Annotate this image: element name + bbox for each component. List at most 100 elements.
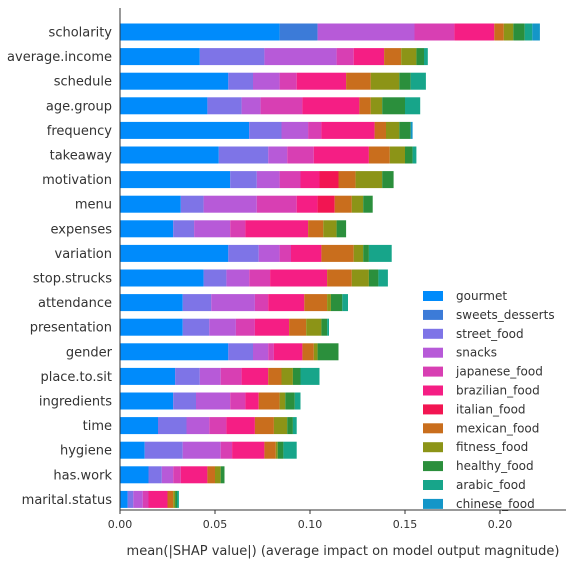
bar-segment-mexican-food-4 <box>374 121 386 139</box>
bar-segment-brazilian-food-2 <box>296 72 347 90</box>
legend-swatch-mexican-food <box>423 423 443 434</box>
bar-segment-brazilian-food-15 <box>245 392 259 410</box>
legend-swatch-japanese-food <box>423 366 443 377</box>
bar-segment-japanese-food-4 <box>308 121 322 139</box>
legend-label-street-food: street_food <box>456 327 524 341</box>
bar-segment-japanese-food-18 <box>173 466 181 484</box>
bar-segment-gourmet-11 <box>120 294 183 312</box>
bar-segment-fitness-food-6 <box>355 171 383 189</box>
legend-swatch-street-food <box>423 328 443 339</box>
bar-segment-fitness-food-19 <box>173 490 176 508</box>
bar-segment-snacks-17 <box>182 441 221 459</box>
category-label-age-group: age.group <box>46 99 112 114</box>
bar-segment-street-food-18 <box>148 466 162 484</box>
bar-segment-japanese-food-8 <box>230 220 246 238</box>
bar-segment-healthy-food-1 <box>416 48 424 66</box>
bar-segment-snacks-3 <box>241 97 261 115</box>
bar-segment-street-food-1 <box>199 48 265 66</box>
bar-segment-gourmet-2 <box>120 72 229 90</box>
bar-segment-mexican-food-5 <box>368 146 390 164</box>
bar-segment-fitness-food-16 <box>273 417 288 435</box>
bar-segment-gourmet-0 <box>120 23 280 41</box>
legend-swatch-fitness-food <box>423 442 443 453</box>
category-label-average-income: average.income <box>7 50 112 65</box>
bar-segment-snacks-12 <box>209 318 236 336</box>
bar-segment-street-food-4 <box>249 121 282 139</box>
bar-segment-snacks-13 <box>253 343 269 361</box>
category-label-marital-status: marital.status <box>22 493 113 508</box>
bar-segment-street-food-10 <box>203 269 227 287</box>
bar-segment-gourmet-8 <box>120 220 174 238</box>
x-tick-label-4: 0.20 <box>488 518 513 531</box>
bar-segment-brazilian-food-14 <box>241 367 269 385</box>
bar-segment-fitness-food-1 <box>401 48 417 66</box>
bar-segment-gourmet-10 <box>120 269 204 287</box>
category-label-motivation: motivation <box>42 173 112 188</box>
legend-swatch-healthy-food <box>423 461 443 472</box>
bar-segment-arabic-food-0 <box>524 23 533 41</box>
category-label-time: time <box>83 419 112 434</box>
category-label-place-to-sit: place.to.sit <box>40 370 112 385</box>
bar-segment-fitness-food-18 <box>215 466 221 484</box>
bar-segment-fitness-food-0 <box>503 23 514 41</box>
bar-segment-gourmet-15 <box>120 392 174 410</box>
bar-segment-japanese-food-11 <box>254 294 269 312</box>
bar-segment-brazilian-food-11 <box>268 294 305 312</box>
category-label-variation: variation <box>55 247 112 262</box>
x-tick-label-2: 0.10 <box>298 518 323 531</box>
bar-segment-snacks-9 <box>258 244 280 262</box>
bar-segment-brazilian-food-18 <box>180 466 208 484</box>
bar-segment-japanese-food-9 <box>279 244 291 262</box>
legend-label-snacks: snacks <box>456 346 497 360</box>
category-label-stop-strucks: stop.strucks <box>33 272 112 287</box>
bar-segment-japanese-food-12 <box>235 318 255 336</box>
bar-segment-arabic-food-5 <box>412 146 417 164</box>
bar-segment-fitness-food-5 <box>389 146 405 164</box>
bar-segment-street-food-8 <box>173 220 195 238</box>
bar-segment-mexican-food-17 <box>264 441 276 459</box>
category-label-gender: gender <box>66 345 113 360</box>
bar-segment-healthy-food-4 <box>399 121 411 139</box>
bar-segment-gourmet-17 <box>120 441 145 459</box>
bar-segment-brazilian-food-8 <box>245 220 309 238</box>
bar-segment-brazilian-food-16 <box>226 417 255 435</box>
bar-segment-brazilian-food-19 <box>148 490 168 508</box>
legend-label-sweets-desserts: sweets_desserts <box>456 308 555 322</box>
bar-segment-arabic-food-9 <box>368 244 392 262</box>
bar-segment-gourmet-13 <box>120 343 229 361</box>
bar-segment-gourmet-1 <box>120 48 200 66</box>
category-label-menu: menu <box>75 198 112 213</box>
bar-segment-arabic-food-16 <box>292 417 297 435</box>
bar-segment-arabic-food-12 <box>327 318 329 336</box>
bar-segment-mexican-food-19 <box>167 490 174 508</box>
category-label-frequency: frequency <box>47 124 113 139</box>
bar-segment-fitness-food-14 <box>281 367 293 385</box>
bar-segment-gourmet-5 <box>120 146 219 164</box>
bar-segment-healthy-food-0 <box>513 23 525 41</box>
bar-segment-fitness-food-13 <box>313 343 318 361</box>
bar-segment-japanese-food-17 <box>220 441 233 459</box>
bar-segment-healthy-food-13 <box>317 343 339 361</box>
bar-segment-healthy-food-5 <box>405 146 413 164</box>
bar-segment-mexican-food-18 <box>207 466 215 484</box>
bar-segment-street-food-17 <box>144 441 183 459</box>
bar-segment-mexican-food-12 <box>289 318 307 336</box>
bar-segment-japanese-food-0 <box>414 23 455 41</box>
bar-segment-fitness-food-15 <box>279 392 286 410</box>
bar-segment-healthy-food-10 <box>368 269 379 287</box>
bar-segment-healthy-food-15 <box>285 392 295 410</box>
bar-segment-arabic-food-3 <box>405 97 421 115</box>
bar-segment-mexican-food-15 <box>258 392 280 410</box>
legend-swatch-snacks <box>423 347 443 358</box>
bar-segment-arabic-food-2 <box>410 72 426 90</box>
bar-segment-mexican-food-2 <box>346 72 371 90</box>
category-label-attendance: attendance <box>38 296 112 311</box>
x-tick-label-1: 0.05 <box>203 518 228 531</box>
bar-segment-italian-food-7 <box>317 195 335 213</box>
bar-segment-japanese-food-7 <box>256 195 297 213</box>
bar-segment-fitness-food-3 <box>370 97 383 115</box>
category-label-presentation: presentation <box>30 321 112 336</box>
bar-segment-fitness-food-17 <box>275 441 278 459</box>
legend-label-italian-food: italian_food <box>456 402 526 416</box>
bar-segment-snacks-4 <box>281 121 309 139</box>
